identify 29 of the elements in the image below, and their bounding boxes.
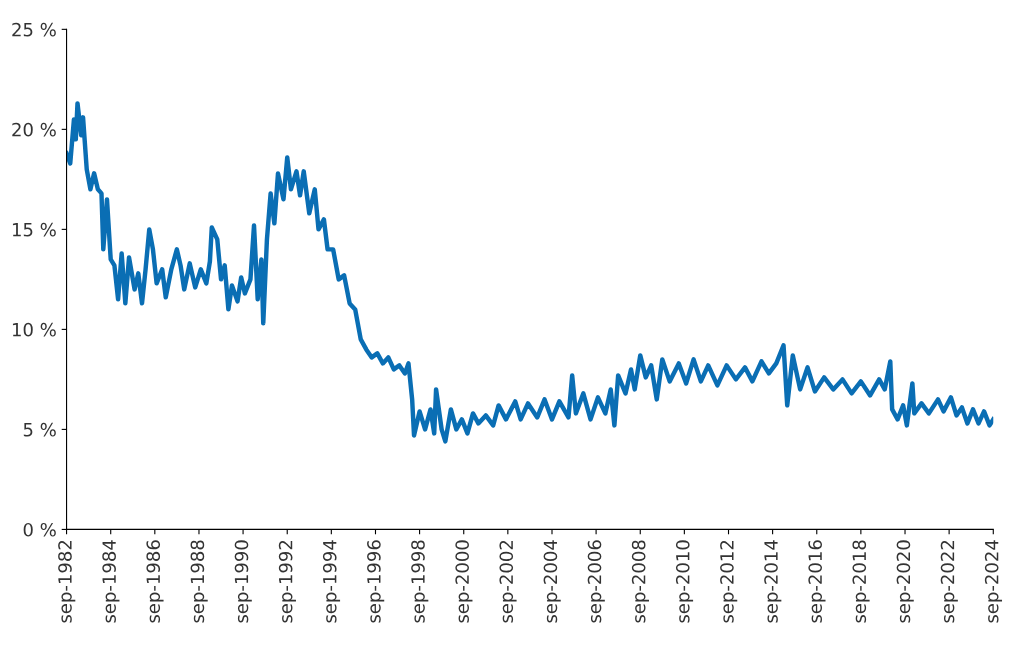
x-tick-label: sep-1998 (411, 540, 429, 623)
x-tick-label: sep-1986 (146, 540, 164, 623)
y-tick-label: 25 % (12, 22, 56, 37)
x-tick-label: sep-2014 (764, 540, 782, 623)
x-tick-label: sep-1982 (58, 540, 76, 623)
x-tick-label: sep-1988 (190, 540, 208, 623)
x-tick-label: sep-2006 (587, 540, 605, 623)
x-tick-label: sep-1996 (367, 540, 385, 623)
y-tick-label: 20 % (12, 122, 56, 137)
x-tick-label: sep-1994 (322, 540, 341, 623)
x-tick-label: sep-1984 (102, 540, 120, 623)
x-tick-label: sep-2000 (455, 540, 473, 623)
x-tick-label: sep-1990 (234, 540, 252, 623)
y-tick-label: 0 % (23, 522, 56, 537)
x-tick-label: sep-2008 (631, 540, 649, 623)
x-tick-label: sep-2016 (808, 540, 826, 623)
x-tick-label: sep-1992 (278, 540, 296, 623)
x-tick-label: sep-2024 (984, 540, 1003, 623)
x-tick-label: sep-2020 (896, 540, 914, 623)
x-tick-label: sep-2004 (543, 540, 561, 623)
x-tick-label: sep-2022 (940, 540, 958, 623)
x-tick-label: sep-2010 (675, 540, 694, 623)
x-tick-label: sep-2002 (499, 540, 517, 623)
y-tick-label: 15 % (12, 222, 56, 237)
x-tick-label: sep-2018 (852, 540, 870, 623)
line-series (66, 101, 994, 444)
y-tick-label: 5 % (23, 422, 56, 437)
y-tick-label: 10 % (12, 322, 56, 337)
x-tick-label: sep-2012 (720, 540, 738, 623)
